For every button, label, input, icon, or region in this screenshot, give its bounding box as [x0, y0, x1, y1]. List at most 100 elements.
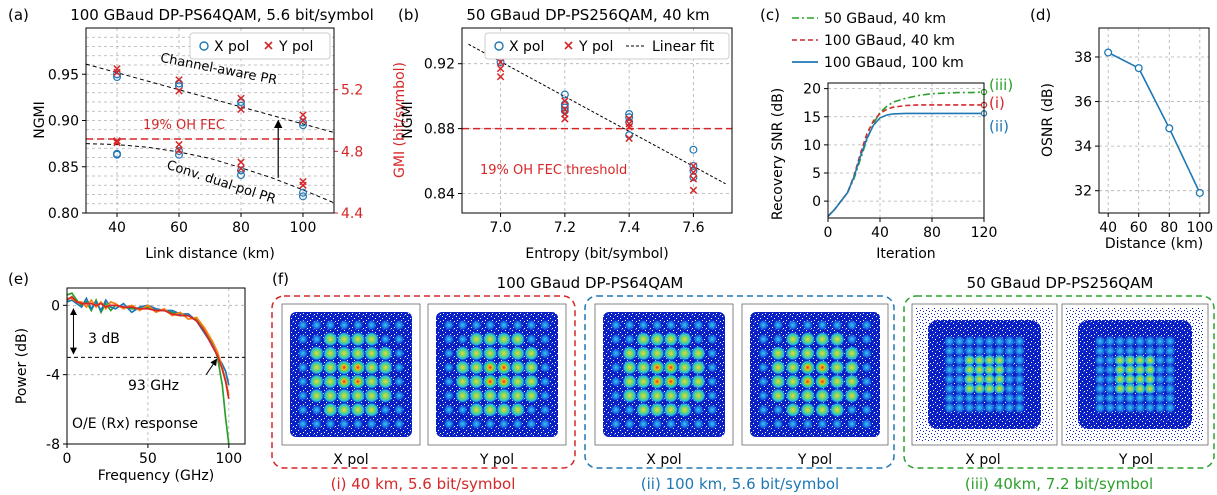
data-point-y-pol — [237, 158, 245, 166]
constellation-point — [706, 347, 718, 359]
constellation-point — [468, 388, 484, 404]
osnr-point — [1195, 188, 1204, 197]
data-point-x-pol — [560, 103, 569, 112]
constellation-point — [1154, 344, 1166, 357]
constellation-point — [484, 319, 496, 331]
constellation-point — [1104, 392, 1116, 405]
constellation-point — [1154, 382, 1166, 395]
constellation-caption-iii: (iii) 40km, 7.2 bit/symbol — [965, 475, 1153, 493]
constellation-point — [663, 359, 679, 375]
constellation-point — [706, 404, 718, 416]
constellation-point — [525, 319, 537, 331]
y-tick-label: 0.92 — [424, 57, 455, 73]
constellation-point — [393, 418, 405, 430]
constellation-point — [539, 361, 551, 373]
constellation-point — [800, 331, 816, 347]
constellation-point — [1114, 373, 1126, 386]
x-tick-label: 100 — [290, 220, 317, 236]
x-tick-label: 60 — [170, 220, 188, 236]
constellation-i-ypol-label: Y pol — [479, 452, 514, 468]
constellation-point — [379, 333, 391, 345]
constellation-image — [281, 303, 421, 446]
constellation-point — [324, 319, 336, 331]
constellation-point — [635, 345, 651, 361]
constellation-point — [1094, 344, 1106, 357]
constellation-point — [943, 382, 956, 395]
x-tick-label: 7.4 — [618, 220, 640, 236]
constellation-point — [785, 388, 801, 404]
constellation-point — [496, 345, 512, 361]
x-tick-label: 7.6 — [682, 220, 704, 236]
constellation-point — [1104, 373, 1116, 386]
series-end-label: (i) — [989, 94, 1005, 112]
constellation-point — [366, 418, 378, 430]
constellation-point — [498, 319, 510, 331]
chart-d: 40 60 80 100 32 34 36 38 Distance (km) OSNR (dB… — [1040, 27, 1213, 252]
y-tick-label: 20 — [803, 82, 821, 98]
constellation-caption-ii: (ii) 100 km, 5.6 bit/symbol — [641, 475, 839, 493]
constellation-point — [690, 359, 706, 375]
constellation-point — [844, 374, 860, 390]
chart-b-y-label: NGMI — [400, 101, 416, 139]
constellation-point — [336, 359, 352, 375]
constellation-point — [322, 359, 338, 375]
constellation-point — [785, 345, 801, 361]
constellation-point — [1104, 363, 1116, 376]
constellation-point — [677, 345, 693, 361]
constellation-point — [610, 319, 622, 331]
constellation-point — [846, 333, 858, 345]
legend-b-x-pol: X pol — [509, 39, 544, 55]
panel-label-e: (e) — [8, 270, 29, 288]
constellation-point — [1124, 354, 1136, 367]
x-tick-label: 0 — [63, 451, 72, 467]
constellation-point — [757, 361, 769, 373]
constellation-point — [1164, 392, 1176, 405]
constellation-point — [1104, 344, 1116, 357]
constellation-point — [1154, 363, 1166, 376]
constellation-point — [963, 344, 976, 357]
constellation-point — [814, 359, 830, 375]
constellation-point — [510, 402, 526, 418]
constellation-point — [692, 404, 704, 416]
constellation-point — [993, 335, 1006, 348]
data-point-y-pol — [113, 137, 121, 145]
chart-a-frame — [85, 27, 335, 214]
constellation-point — [1164, 335, 1176, 348]
data-point-x-pol — [299, 192, 308, 201]
constellation-point — [1094, 363, 1106, 376]
constellation-point — [309, 359, 325, 375]
constellation-point — [539, 347, 551, 359]
constellation-point — [785, 402, 801, 418]
constellation-point — [622, 345, 638, 361]
fit-curve — [85, 143, 335, 204]
constellation-image — [594, 303, 734, 446]
constellation-point — [350, 374, 366, 390]
constellation-point — [649, 359, 665, 375]
constellation-point — [692, 333, 704, 345]
constellation-point — [953, 354, 966, 367]
data-point-y-pol — [625, 134, 633, 143]
constellation-point — [377, 345, 393, 361]
constellation-point — [1154, 354, 1166, 367]
x-tick-label: 0 — [824, 225, 833, 241]
constellation-point — [624, 404, 636, 416]
constellation-point — [1154, 392, 1166, 405]
y-tick-label: 36 — [1074, 95, 1092, 111]
constellation-point — [802, 418, 814, 430]
chart-e-marks — [66, 292, 245, 445]
y-tick-label: 0.85 — [48, 160, 79, 176]
data-point-y-pol — [689, 175, 698, 183]
constellation-point — [993, 344, 1006, 357]
panel-label-d: (d) — [1030, 6, 1051, 24]
constellation-point — [1003, 392, 1016, 405]
constellation-point — [350, 388, 366, 404]
constellation-point — [468, 374, 484, 390]
constellation-point — [800, 345, 816, 361]
y-tick-label: -8 — [46, 437, 60, 453]
constellation-point — [983, 382, 996, 395]
chart-a: 100 GBaud DP-PS64QAM, 5.6 bit/symbol 40 6… — [32, 6, 408, 262]
constellation-point — [1104, 401, 1116, 414]
constellation-point — [1144, 373, 1156, 386]
data-point-y-pol — [237, 94, 245, 103]
